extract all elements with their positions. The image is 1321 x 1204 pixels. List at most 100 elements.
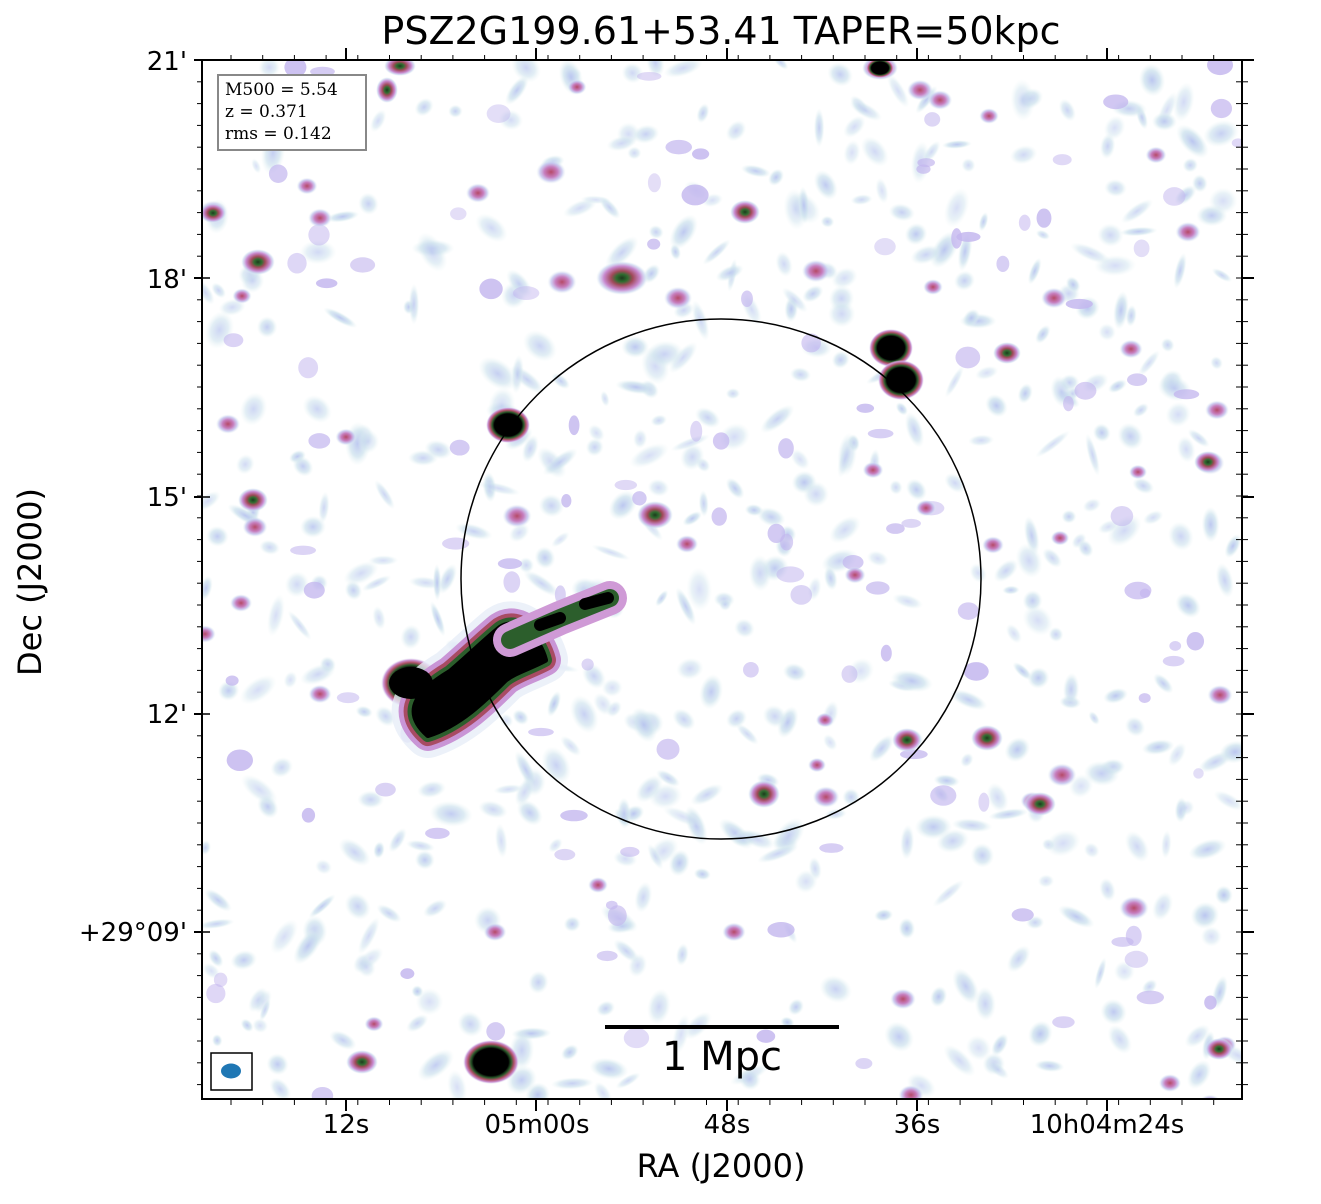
noise-blob <box>869 734 895 763</box>
noise-blob <box>596 1000 616 1017</box>
noise-blob <box>268 164 288 183</box>
noise-blob <box>715 264 744 282</box>
noise-blob <box>767 922 795 938</box>
radio-source <box>892 728 922 752</box>
x-tick-label: 12s <box>322 1110 370 1140</box>
noise-blob <box>991 1033 1009 1057</box>
radio-source <box>1194 451 1222 473</box>
noise-blob <box>969 563 987 583</box>
noise-blob <box>1062 672 1080 706</box>
emission-spot <box>1200 1094 1220 1099</box>
noise-blob <box>951 818 993 833</box>
emission-spot <box>890 988 916 1010</box>
radio-source <box>1024 792 1056 816</box>
noise-blob <box>1133 239 1150 258</box>
noise-blob <box>423 899 448 918</box>
noise-blob <box>650 414 668 427</box>
noise-blob <box>951 228 962 249</box>
noise-blob <box>357 917 380 955</box>
noise-blob <box>499 713 514 728</box>
noise-blob <box>299 515 327 538</box>
noise-blob <box>518 557 535 574</box>
noise-blob <box>699 674 724 710</box>
emission-spot <box>801 259 831 283</box>
noise-blob <box>933 774 960 788</box>
noise-blob <box>235 454 255 475</box>
noise-blob <box>414 97 434 117</box>
noise-blob <box>302 395 332 423</box>
noise-blob <box>230 950 258 971</box>
noise-blob <box>259 998 271 1022</box>
noise-blob <box>1138 350 1160 377</box>
noise-blob <box>798 186 810 224</box>
noise-blob <box>880 644 892 662</box>
noise-blob <box>310 66 335 77</box>
noise-blob <box>1035 229 1051 240</box>
noise-blob <box>1035 324 1051 344</box>
noise-blob <box>725 120 747 142</box>
axes-frame <box>201 59 1243 1100</box>
noise-blob <box>315 278 338 289</box>
noise-blob <box>252 1018 269 1033</box>
beam-ellipse <box>221 1063 241 1079</box>
noise-blob <box>503 571 521 593</box>
noise-blob <box>725 477 745 499</box>
noise-blob <box>506 269 533 298</box>
noise-blob <box>308 224 330 246</box>
noise-blob <box>1010 78 1035 122</box>
noise-blob <box>568 415 580 436</box>
noise-blob <box>692 148 710 160</box>
noise-blob <box>890 669 933 693</box>
radio-source <box>346 1050 378 1074</box>
noise-blob <box>400 624 422 650</box>
noise-blob <box>665 139 693 155</box>
noise-blob <box>813 170 838 200</box>
rms-value: rms = 0.142 <box>225 124 332 144</box>
noise-blob <box>270 757 293 778</box>
emission-spot <box>1175 221 1201 243</box>
noise-blob <box>225 675 239 686</box>
noise-blob <box>522 330 557 362</box>
noise-blob <box>831 267 858 289</box>
noise-blob <box>326 210 360 223</box>
noise-blob <box>508 523 530 543</box>
noise-blob <box>996 255 1010 272</box>
noise-blob <box>1017 383 1033 404</box>
noise-blob <box>741 290 753 308</box>
noise-blob <box>1027 667 1050 689</box>
noise-blob <box>416 232 448 272</box>
noise-blob <box>1058 98 1076 122</box>
noise-blob <box>743 661 759 678</box>
noise-blob <box>542 448 578 476</box>
radio-source <box>384 60 416 76</box>
noise-blob <box>437 563 458 595</box>
noise-blob <box>596 950 618 962</box>
x-tick-label: 10h04m24s <box>1029 1110 1185 1140</box>
noise-blob <box>560 735 582 757</box>
noise-blob <box>874 908 894 922</box>
noise-blob <box>914 814 953 840</box>
noise-blob <box>287 252 307 274</box>
noise-blob <box>985 394 1008 418</box>
info-box: M500 = 5.54 z = 0.371 rms = 0.142 <box>217 74 367 151</box>
noise-blob <box>943 1044 976 1077</box>
noise-blob <box>886 73 910 108</box>
noise-blob <box>388 827 407 853</box>
noise-blob <box>585 438 604 457</box>
noise-blob <box>669 214 698 250</box>
bright-source <box>463 1040 519 1084</box>
radio-source <box>971 725 1003 751</box>
noise-blob <box>819 843 844 853</box>
m500-value: M500 = 5.54 <box>225 80 338 100</box>
noise-blob <box>820 215 835 228</box>
noise-blob <box>849 100 883 122</box>
noise-blob <box>690 420 703 442</box>
noise-blob <box>358 192 379 215</box>
noise-blob <box>1193 768 1204 779</box>
noise-blob <box>448 104 463 118</box>
radio-source <box>241 249 275 275</box>
noise-blob <box>819 975 852 1004</box>
noise-blob <box>663 60 703 78</box>
noise-blob <box>636 71 662 81</box>
bright-source <box>869 329 913 367</box>
